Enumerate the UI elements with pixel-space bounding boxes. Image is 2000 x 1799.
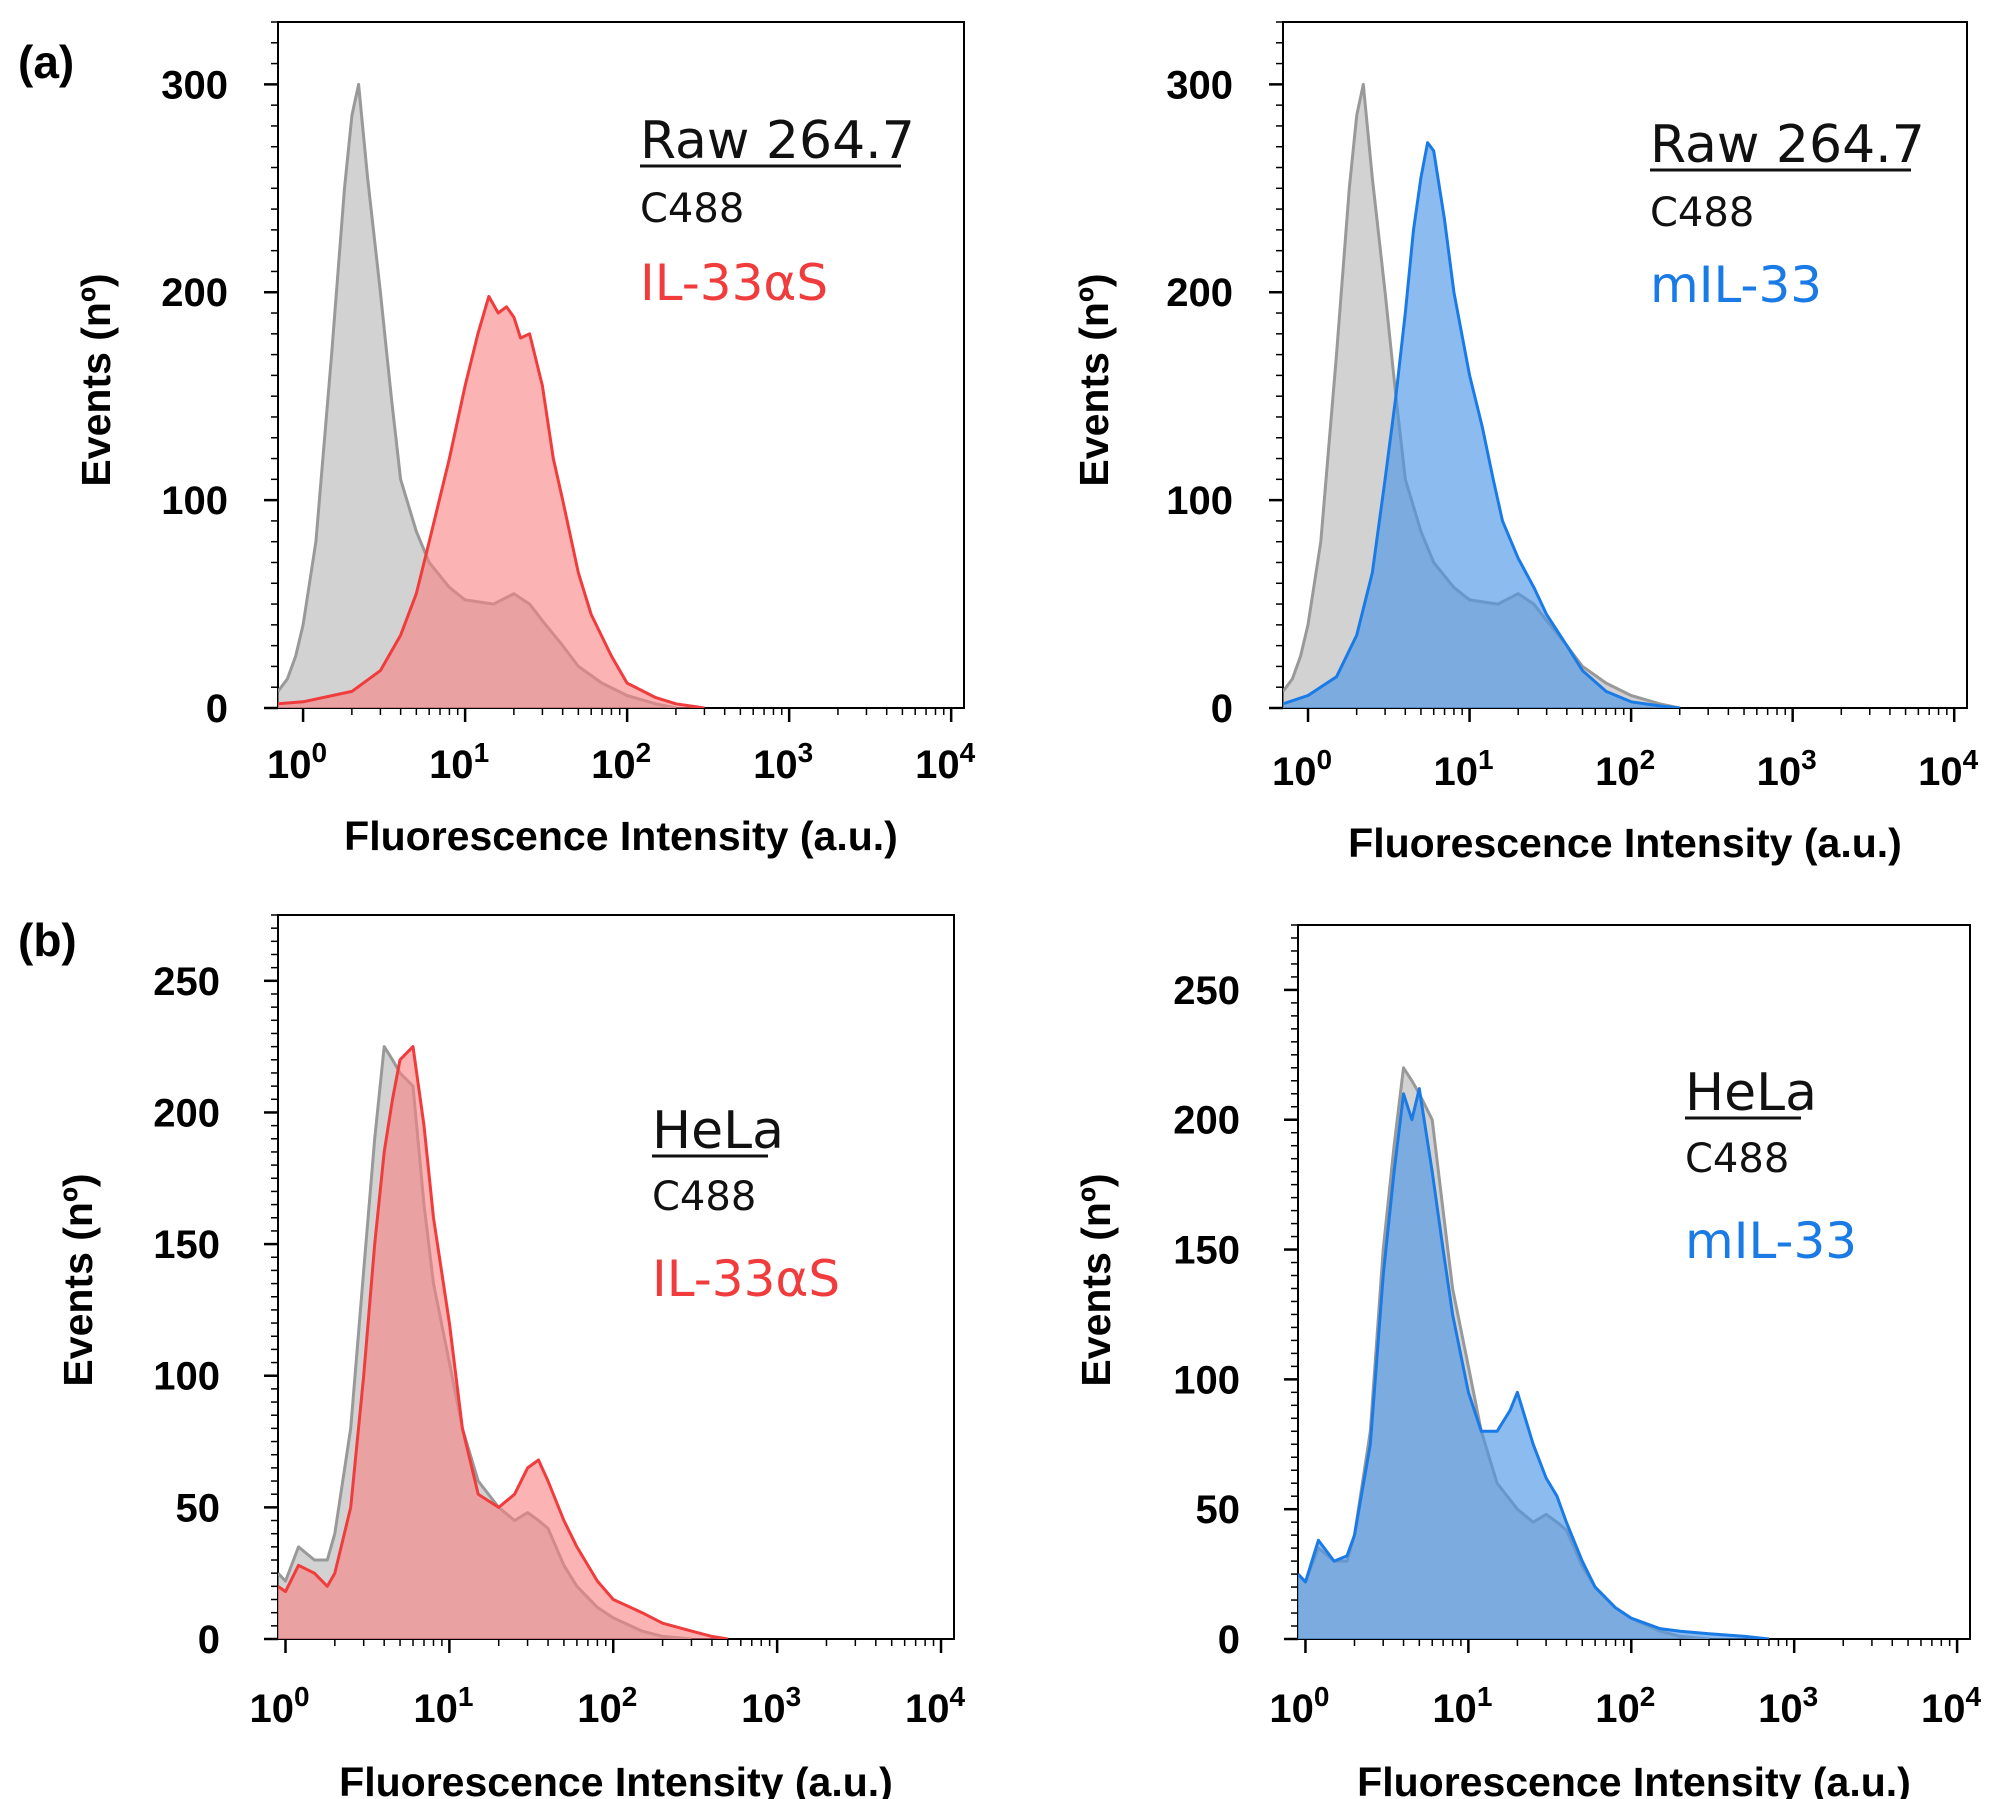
y-tick-label: 100	[1166, 479, 1233, 523]
legend-control: C488	[1650, 190, 1754, 236]
y-tick-label: 0	[198, 1618, 220, 1662]
x-tick-label: 100	[249, 1681, 309, 1731]
y-axis-label: Events (nº)	[1073, 1173, 1119, 1386]
x-tick-label: 102	[591, 737, 651, 787]
y-tick-label: 50	[176, 1486, 221, 1530]
panel-label-a: (a)	[18, 36, 74, 88]
cell-title: Raw 264.7	[640, 111, 915, 171]
legend-sample: mIL-33	[1685, 1212, 1857, 1270]
x-tick-label: 100	[1272, 744, 1332, 794]
y-tick-label: 200	[1173, 1099, 1240, 1143]
y-tick-label: 250	[153, 960, 220, 1004]
series-area-c488	[278, 84, 676, 708]
legend-control: C488	[652, 1174, 756, 1220]
y-tick-label: 100	[161, 479, 228, 523]
x-tick-label: 101	[413, 1681, 473, 1731]
series-group	[1283, 82, 1681, 708]
x-tick-label: 102	[1595, 1681, 1655, 1731]
y-tick-label: 150	[1173, 1229, 1240, 1273]
y-axis-label: Events (nº)	[73, 273, 119, 486]
x-tick-label: 101	[429, 737, 489, 787]
chart-raw-mil33: 0 100 200 300 100 101 102 103 104 Fluorescence In…	[1071, 21, 1979, 866]
x-axis-label: Fluorescence Intensity (a.u.)	[1357, 1759, 1911, 1799]
y-tick-label: 200	[1166, 271, 1233, 315]
series-group	[1298, 1066, 1770, 1639]
x-tick-label: 101	[1432, 1681, 1492, 1731]
series-area-il-33-s	[278, 296, 705, 708]
y-tick-label: 150	[153, 1223, 220, 1267]
y-axis-label: Events (nº)	[1071, 273, 1117, 486]
y-tick-label: 0	[1211, 687, 1233, 731]
x-tick-label: 102	[577, 1681, 637, 1731]
chart-hela-mil33: 0 50 100 150 200 250 100 101 102 103 104Fluorescen…	[1073, 924, 1982, 1799]
series-area-mil-33	[1298, 1088, 1769, 1639]
x-axis-label: Fluorescence Intensity (a.u.)	[339, 1759, 893, 1799]
legend-control: C488	[640, 186, 744, 232]
legend-sample: IL-33αS	[640, 254, 828, 312]
series-line-il-33-s	[278, 294, 705, 708]
y-tick-label: 100	[153, 1355, 220, 1399]
y-tick-label: 0	[206, 687, 228, 731]
x-axis-label: Fluorescence Intensity (a.u.)	[1348, 820, 1902, 866]
y-tick-label: 0	[1218, 1618, 1240, 1662]
x-tick-label: 103	[753, 737, 813, 787]
panel-label-b: (b)	[18, 914, 77, 966]
series-line-mil-33	[1298, 1087, 1770, 1639]
x-tick-label: 104	[915, 737, 976, 787]
x-tick-label: 103	[741, 1681, 801, 1731]
series-line-mil-33	[1283, 141, 1680, 708]
x-axis-label: Fluorescence Intensity (a.u.)	[344, 813, 898, 859]
cell-title: Raw 264.7	[1650, 115, 1925, 175]
chart-hela-il33as: 0 50 100 150 200 250 100 101 102 103 104 Fluorescen…	[55, 914, 966, 1799]
y-tick-label: 100	[1173, 1358, 1240, 1402]
y-tick-label: 200	[153, 1091, 220, 1135]
x-tick-label: 104	[1918, 744, 1979, 794]
series-line-il-33-s	[278, 1045, 729, 1639]
x-tick-label: 100	[1269, 1681, 1329, 1731]
y-tick-label: 50	[1196, 1488, 1241, 1532]
series-group	[278, 1045, 729, 1639]
x-tick-label: 103	[1758, 1681, 1818, 1731]
x-tick-label: 101	[1434, 744, 1494, 794]
y-tick-label: 300	[1166, 63, 1233, 107]
x-tick-label: 102	[1595, 744, 1655, 794]
y-tick-label: 200	[161, 271, 228, 315]
y-tick-label: 300	[161, 63, 228, 107]
legend-control: C488	[1685, 1136, 1789, 1182]
series-group	[278, 82, 705, 708]
series-area-il-33-s	[278, 1046, 728, 1639]
x-tick-label: 103	[1757, 744, 1817, 794]
x-tick-label: 104	[905, 1681, 966, 1731]
y-axis-label: Events (nº)	[55, 1173, 101, 1386]
x-tick-label: 100	[267, 737, 327, 787]
legend-sample: IL-33αS	[652, 1250, 840, 1308]
legend-sample: mIL-33	[1650, 256, 1822, 314]
cell-title: HeLa	[1685, 1063, 1817, 1123]
y-tick-label: 250	[1173, 969, 1240, 1013]
cell-title: HeLa	[652, 1101, 784, 1161]
chart-raw-il33as: 0 100 200 300 100 101 102 103 104 Fluorescence In…	[73, 21, 976, 859]
x-tick-label: 104	[1921, 1681, 1982, 1731]
